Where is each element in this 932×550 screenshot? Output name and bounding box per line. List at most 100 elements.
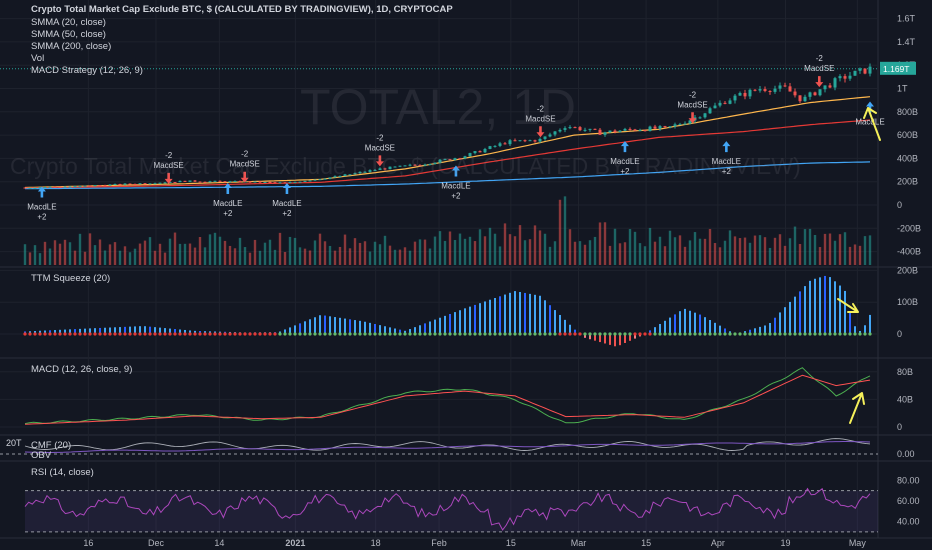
legend-vol[interactable]: Vol <box>31 53 45 64</box>
rsi-pane-label[interactable]: RSI (14, close) <box>31 467 94 478</box>
ttm-bar <box>459 310 461 334</box>
volume-bar <box>598 222 602 265</box>
ttm-bar <box>544 300 546 334</box>
squeeze-dot <box>688 332 692 336</box>
candle-body <box>218 180 222 182</box>
ttm-bar <box>124 326 126 334</box>
ttm-bar <box>184 329 186 334</box>
candle-body <box>473 151 477 154</box>
candle-body <box>588 128 592 130</box>
volume-bar <box>623 242 627 265</box>
candle-body <box>798 95 802 102</box>
volume-bar <box>328 245 332 265</box>
volume-bar <box>648 227 652 265</box>
ttm-bar <box>374 323 376 334</box>
candle-body <box>328 177 332 179</box>
candle-body <box>263 182 267 184</box>
rsi-band <box>25 490 878 532</box>
volume-bar <box>268 239 272 265</box>
volume-bar <box>803 229 807 265</box>
signal-label: MacdLE <box>712 157 741 166</box>
squeeze-dot <box>458 332 462 336</box>
volume-bar <box>473 241 477 265</box>
squeeze-dot <box>753 332 757 336</box>
volume-bar <box>243 247 247 265</box>
obv-pane-label[interactable]: OBV <box>31 450 52 461</box>
squeeze-dot <box>248 332 252 336</box>
volume-bar <box>228 245 232 265</box>
squeeze-dot <box>68 332 72 336</box>
squeeze-dot <box>193 332 197 336</box>
volume-bar <box>198 236 202 265</box>
macd-short-arrow-icon <box>536 126 545 138</box>
ttm-bar <box>684 308 686 334</box>
volume-bar <box>498 246 502 265</box>
candle-body <box>323 178 327 180</box>
volume-bar <box>163 252 167 265</box>
price-tick-label: 400B <box>897 153 918 163</box>
macd-tick-label: 0 <box>897 422 902 432</box>
squeeze-dot <box>148 332 152 336</box>
price-tick-label: 1.6T <box>897 14 916 24</box>
volume-bar <box>278 232 282 265</box>
squeeze-dot <box>518 332 522 336</box>
ttm-bar <box>784 307 786 334</box>
volume-bar <box>33 245 37 265</box>
squeeze-dot <box>803 332 807 336</box>
volume-bar <box>28 252 32 265</box>
squeeze-dot <box>343 332 347 336</box>
legend-macd-strategy[interactable]: MACD Strategy (12, 26, 9) <box>31 65 143 76</box>
watermark-description: Crypto Total Market Cap Exclude BTC, $ (… <box>10 153 801 179</box>
volume-bar <box>383 235 387 265</box>
signal-label: +2 <box>620 167 630 176</box>
macd-pane-label[interactable]: MACD (12, 26, close, 9) <box>31 364 133 375</box>
time-tick-label: Feb <box>431 538 447 548</box>
ttm-bar <box>564 319 566 334</box>
legend-smma200[interactable]: SMMA (200, close) <box>31 41 112 52</box>
squeeze-dot <box>638 332 642 336</box>
volume-bar <box>448 231 452 265</box>
candle-body <box>673 124 677 127</box>
ttm-bar <box>409 329 411 334</box>
signal-label: -2 <box>241 150 249 159</box>
ttm-bar <box>869 314 871 334</box>
candle-body <box>698 117 702 119</box>
candle-body <box>198 181 202 183</box>
cmf-pane-label[interactable]: CMF (20) <box>31 440 72 451</box>
squeeze-dot <box>788 332 792 336</box>
candle-body <box>43 187 47 189</box>
ttm-bar <box>284 329 286 334</box>
ttm-bar <box>359 320 361 334</box>
volume-bar <box>828 233 832 265</box>
squeeze-dot <box>563 332 567 336</box>
candle-body <box>78 185 82 187</box>
left-scale-tag: 20T <box>6 438 22 448</box>
squeeze-dot <box>383 332 387 336</box>
volume-bar <box>503 223 507 265</box>
signal-label: MacdSE <box>525 114 555 123</box>
candle-body <box>63 186 67 188</box>
ttm-bar <box>779 312 781 334</box>
ttm-pane-label[interactable]: TTM Squeeze (20) <box>31 273 111 284</box>
volume-bar <box>273 249 277 265</box>
squeeze-dot <box>163 332 167 336</box>
volume-bar <box>348 248 352 265</box>
legend-smma20[interactable]: SMMA (20, close) <box>31 17 106 28</box>
volume-bar <box>663 246 667 265</box>
squeeze-dot <box>698 332 702 336</box>
legend-smma50[interactable]: SMMA (50, close) <box>31 29 106 40</box>
ttm-bar <box>169 328 171 334</box>
macd-long-arrow-icon <box>866 101 874 113</box>
squeeze-dot <box>843 332 847 336</box>
candle-body <box>573 127 577 129</box>
volume-bar <box>83 251 87 265</box>
candle-body <box>633 129 637 131</box>
signal-label: MacdSE <box>365 143 395 152</box>
ttm-bar <box>134 326 136 334</box>
volume-bar <box>773 237 777 265</box>
macd-long-arrow-icon <box>282 183 291 195</box>
candle-body <box>623 128 627 131</box>
squeeze-dot <box>123 332 127 336</box>
ttm-bar <box>659 323 661 334</box>
